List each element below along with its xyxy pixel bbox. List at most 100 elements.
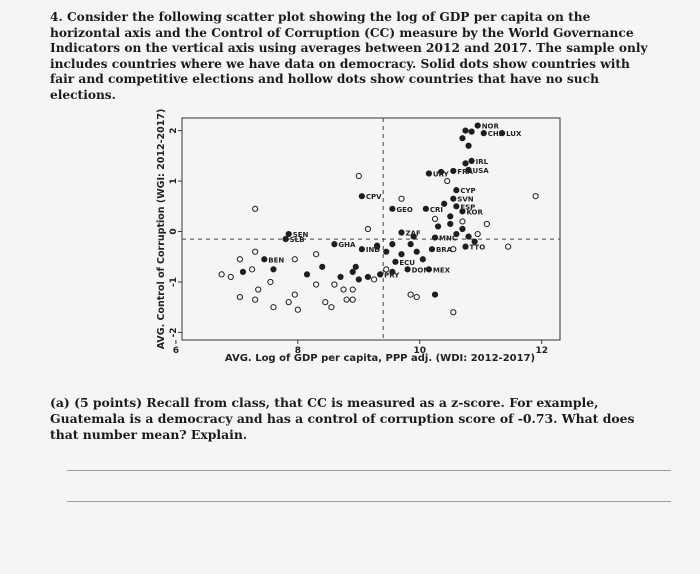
solid-dot bbox=[303, 271, 311, 278]
hollow-dot bbox=[291, 291, 298, 298]
x-tick-label: 10 bbox=[414, 346, 427, 356]
solid-dot bbox=[447, 213, 454, 220]
point-label: GEO bbox=[396, 206, 413, 214]
point-label: URY bbox=[433, 171, 450, 179]
hollow-dot bbox=[291, 256, 298, 263]
solid-dot bbox=[474, 122, 481, 129]
solid-dot bbox=[425, 170, 433, 177]
hollow-dot bbox=[413, 294, 420, 301]
solid-dot bbox=[459, 208, 466, 215]
solid-dot bbox=[261, 256, 268, 263]
hollow-dot bbox=[431, 215, 439, 223]
point-label: FRA bbox=[457, 168, 473, 176]
solid-dot bbox=[465, 142, 472, 149]
hollow-dot bbox=[370, 276, 378, 283]
scatter-plot: 6 8 10 12 -2 -1 0 1 2 NOR CHE LUX IRL FRA USA URY CYP SV… bbox=[150, 108, 570, 373]
hollow-dot bbox=[331, 281, 338, 288]
solid-dot bbox=[364, 273, 372, 281]
solid-dot bbox=[434, 223, 442, 230]
point-label: SLB bbox=[290, 236, 305, 244]
solid-dot bbox=[398, 251, 405, 258]
solid-dot bbox=[331, 241, 338, 248]
point-label: KOR bbox=[466, 208, 483, 216]
hollow-dot bbox=[249, 266, 256, 273]
point-label: TTO bbox=[470, 244, 486, 252]
question-4: 4. Consider the following scatter plot s… bbox=[50, 10, 650, 104]
point-label: CPV bbox=[366, 193, 382, 201]
hollow-dot bbox=[313, 251, 320, 258]
solid-dot bbox=[319, 263, 326, 270]
hollow-dot bbox=[252, 296, 259, 303]
solid-dot bbox=[453, 230, 460, 238]
hollow-dot bbox=[270, 304, 277, 311]
part-a-label: (a) bbox=[50, 395, 70, 410]
point-label: MEX bbox=[433, 266, 451, 274]
hollow-dot bbox=[322, 299, 329, 306]
point-label: LUX bbox=[506, 130, 522, 138]
solid-dot bbox=[239, 268, 247, 275]
hollow-dot bbox=[313, 281, 320, 288]
answer-line-1[interactable] bbox=[67, 470, 671, 471]
solid-dot bbox=[389, 205, 396, 212]
hollow-dot bbox=[227, 273, 234, 281]
solid-dot bbox=[425, 266, 433, 273]
solid-dot bbox=[422, 205, 429, 212]
solid-dot bbox=[459, 135, 466, 142]
point-label: MNC bbox=[439, 235, 457, 243]
x-axis-label: AVG. Log of GDP per capita, PPP adj. (WD… bbox=[225, 353, 535, 364]
point-label: ECU bbox=[399, 259, 415, 267]
hollow-dot bbox=[450, 309, 457, 316]
point-label: CHE bbox=[488, 130, 504, 138]
hollow-dot bbox=[328, 304, 335, 311]
hollow-dot bbox=[364, 225, 372, 233]
hollow-dot bbox=[532, 193, 539, 200]
solid-dot bbox=[453, 187, 460, 194]
x-tick-label: 8 bbox=[295, 346, 301, 356]
solid-dot bbox=[441, 200, 448, 207]
point-label: IND bbox=[366, 246, 380, 254]
point-label: PRY bbox=[384, 271, 400, 279]
solid-dot bbox=[337, 273, 344, 281]
solid-dot bbox=[355, 276, 362, 283]
question-number: 4. bbox=[50, 10, 63, 24]
solid-dot bbox=[438, 168, 445, 176]
y-tick-label: -2 bbox=[169, 327, 179, 337]
hollow-dot bbox=[459, 218, 466, 225]
solid-dot bbox=[450, 167, 457, 175]
solid-dot bbox=[431, 234, 439, 241]
solid-dot bbox=[465, 166, 472, 174]
point-label: DOM bbox=[412, 266, 431, 274]
answer-line-2[interactable] bbox=[67, 501, 671, 502]
solid-dot bbox=[383, 248, 390, 255]
point-label: USA bbox=[473, 167, 490, 175]
solid-dot bbox=[498, 130, 506, 137]
point-label: GHA bbox=[338, 241, 356, 249]
x-tick-label: 6 bbox=[173, 346, 179, 356]
point-label: BEN bbox=[268, 256, 284, 264]
hollow-dot bbox=[483, 220, 490, 228]
point-label: SVN bbox=[457, 196, 473, 204]
hollow-dot bbox=[349, 286, 356, 293]
hollow-dot bbox=[450, 246, 457, 253]
solid-dot bbox=[468, 128, 475, 135]
solid-dot bbox=[358, 246, 365, 253]
solid-dot bbox=[462, 127, 469, 134]
hollow-dot bbox=[252, 248, 259, 255]
hollow-dot bbox=[267, 278, 274, 286]
hollow-dot bbox=[285, 299, 292, 306]
hollow-dot bbox=[349, 296, 356, 303]
solid-dot bbox=[270, 266, 277, 273]
x-tick-label: 12 bbox=[535, 346, 548, 356]
y-tick-label: 1 bbox=[169, 178, 179, 184]
hollow-dot bbox=[294, 306, 301, 313]
solid-dot bbox=[419, 256, 426, 263]
solid-dot bbox=[404, 266, 411, 273]
solid-dot bbox=[447, 220, 454, 228]
point-label: ZAF bbox=[405, 230, 420, 238]
hollow-dot bbox=[218, 271, 225, 278]
solid-dot bbox=[431, 291, 439, 298]
solid-dot bbox=[352, 263, 359, 270]
solid-dot bbox=[428, 246, 436, 253]
solid-dot bbox=[471, 238, 478, 245]
